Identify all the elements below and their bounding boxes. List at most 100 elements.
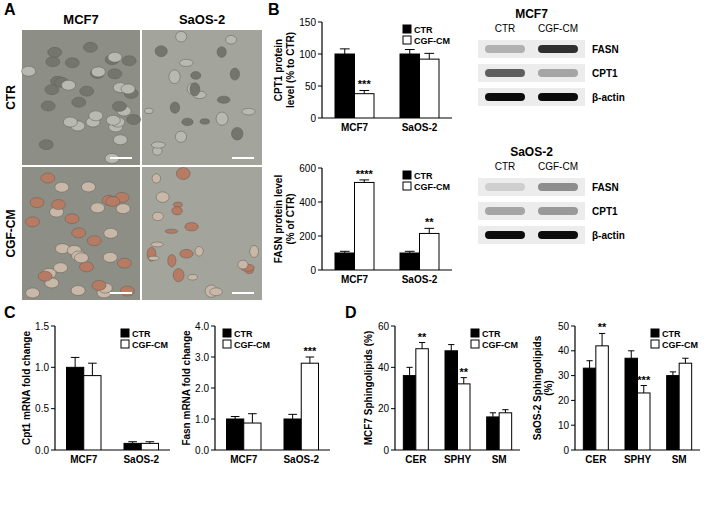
- cell: [113, 135, 127, 145]
- error-line: [492, 413, 493, 417]
- y-axis: [321, 168, 322, 270]
- blot-band: [538, 45, 578, 53]
- error-line: [451, 345, 452, 351]
- legend-swatch: [651, 329, 659, 337]
- cell: [155, 46, 167, 57]
- y-axis-title: MCF7 Sphingolipids (%): [363, 331, 374, 445]
- chart: 01020304050*****CERSPHYSMSaOS-2 Sphingol…: [532, 321, 700, 466]
- error-bar: [359, 90, 369, 93]
- y-tick-label: 20: [378, 403, 390, 414]
- cell: [216, 112, 228, 125]
- column-header: SaOS-2: [179, 12, 225, 27]
- blot-band: [485, 93, 525, 101]
- legend-swatch: [471, 329, 479, 337]
- error-cap: [586, 360, 592, 361]
- y-tick-label: 3.0: [195, 352, 209, 363]
- error-bar: [405, 50, 415, 54]
- error-cap: [502, 409, 508, 410]
- error-line: [643, 386, 644, 393]
- cell: [185, 223, 199, 231]
- blot-band: [538, 183, 578, 191]
- bar: [355, 94, 375, 118]
- blot-row-label: β-actin: [592, 230, 625, 241]
- cell: [65, 214, 79, 224]
- cell: [145, 108, 154, 113]
- cell: [26, 217, 40, 227]
- y-tick-label: 0.0: [35, 445, 49, 456]
- blot-band: [538, 69, 578, 77]
- bar: [625, 358, 638, 450]
- blot-row-label: β-actin: [592, 92, 625, 103]
- error-cap: [231, 416, 240, 417]
- error-bar: [359, 180, 369, 183]
- blot-band: [538, 93, 578, 101]
- cell: [151, 242, 163, 247]
- cell: [45, 85, 59, 95]
- cell: [188, 274, 198, 280]
- error-bar: [340, 251, 350, 253]
- bar: [400, 54, 420, 118]
- chart: 050100150***MCF7SaOS-2CPT1 proteinlevel …: [273, 17, 452, 134]
- significance: **: [425, 216, 434, 228]
- cell: [48, 47, 62, 57]
- chart: 0.00.51.01.5MCF7SaOS-2Cpt1 mRNA fold cha…: [21, 321, 170, 466]
- error-cap: [628, 350, 634, 351]
- error-line: [602, 333, 603, 345]
- column-header: MCF7: [63, 12, 98, 27]
- cell: [26, 288, 40, 298]
- cell: [195, 246, 203, 256]
- cell: [46, 57, 60, 67]
- error-line: [589, 361, 590, 368]
- blot-row-label: CPT1: [592, 68, 618, 79]
- y-axis-title: Fasn mRNA fold change: [181, 330, 192, 446]
- cell: [176, 31, 187, 41]
- bar: [420, 233, 440, 270]
- cell: [149, 256, 159, 260]
- blot-band: [485, 231, 525, 239]
- bar: [284, 419, 301, 450]
- bar: [667, 376, 680, 450]
- error-bar: [682, 358, 688, 363]
- cell: [165, 229, 178, 233]
- cell: [91, 67, 105, 77]
- legend: CTRCGF-CM: [403, 25, 450, 46]
- micrograph: [142, 167, 262, 300]
- bar: [84, 376, 101, 450]
- x-tick-label: MCF7: [230, 454, 258, 465]
- error-bar: [231, 417, 240, 419]
- micrograph: [22, 167, 140, 300]
- bar: [227, 419, 244, 450]
- y-tick-label: 150: [299, 17, 316, 28]
- blot-band: [485, 183, 525, 191]
- error-line: [292, 414, 293, 419]
- y-tick-label: 400: [299, 197, 316, 208]
- blot-title: MCF7: [515, 7, 548, 21]
- significance: **: [418, 331, 427, 343]
- cell: [89, 111, 103, 121]
- significance: ****: [356, 168, 374, 180]
- row-header: CGF-CM: [4, 210, 18, 258]
- error-bar: [340, 49, 350, 54]
- blot-column: CGF-CM: [538, 23, 578, 34]
- legend-label: CTR: [132, 329, 151, 339]
- legend: CTRCGF-CM: [223, 329, 270, 350]
- cell: [172, 207, 183, 215]
- error-line: [75, 357, 76, 367]
- error-bar: [306, 357, 315, 363]
- image-background: [22, 30, 140, 165]
- cell: [226, 35, 237, 44]
- blot-background: [478, 226, 585, 244]
- y-axis: [394, 326, 395, 450]
- cell: [71, 286, 85, 296]
- error-line: [409, 50, 410, 54]
- legend: CTRCGF-CM: [651, 329, 698, 350]
- blot-row-label: FASN: [592, 44, 619, 55]
- y-tick-label: 2.0: [195, 383, 209, 394]
- cell: [106, 115, 120, 125]
- blot-background: [478, 88, 585, 106]
- legend-label: CGF-CM: [132, 340, 168, 350]
- legend-label: CTR: [482, 329, 501, 339]
- bar: [420, 59, 440, 118]
- y-axis-title: Cpt1 mRNA fold change: [21, 331, 32, 446]
- cell: [127, 115, 141, 125]
